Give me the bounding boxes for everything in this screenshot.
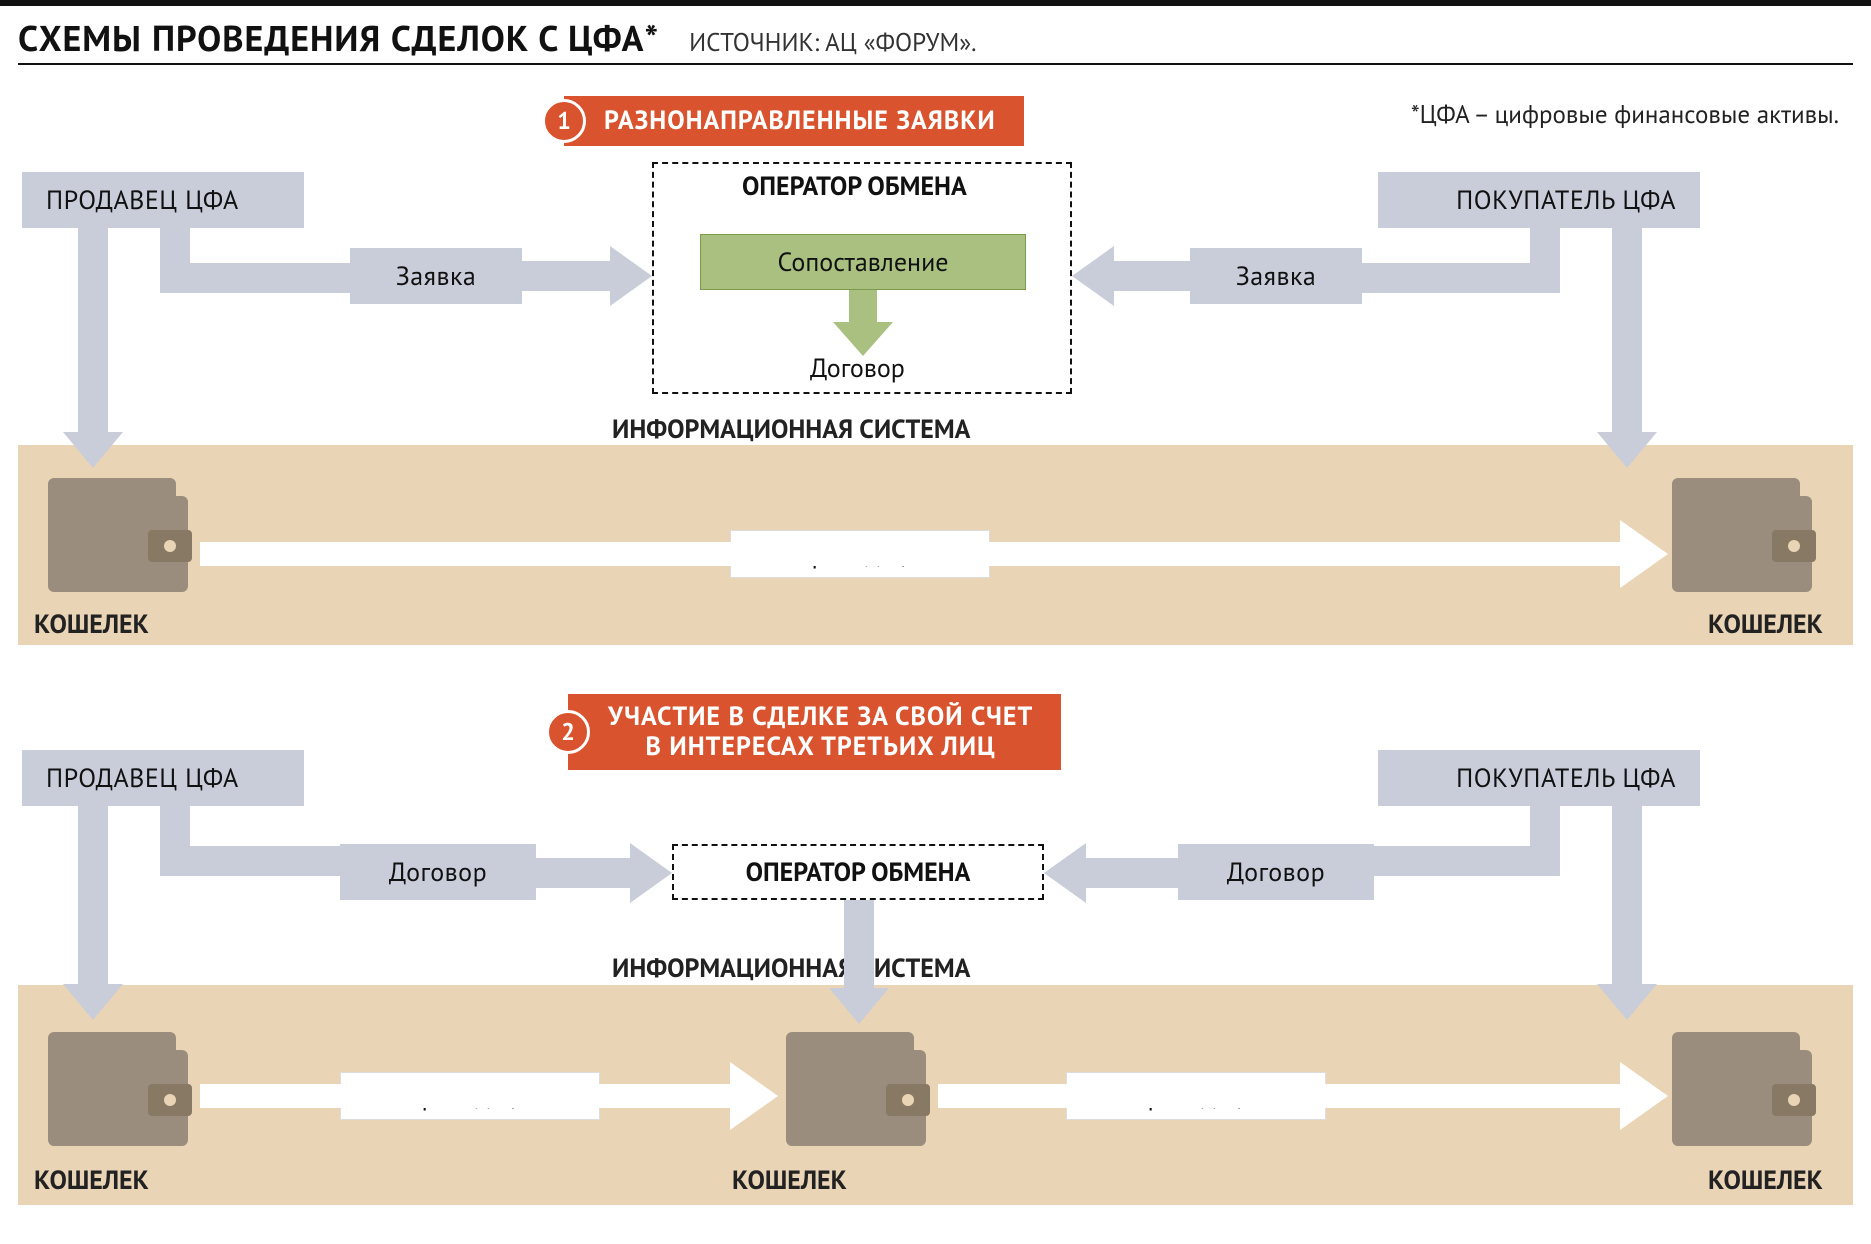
scheme2-seller: ПРОДАВЕЦ ЦФА [22, 750, 304, 806]
scheme2-title: УЧАСТИЕ В СДЕЛКЕ ЗА СВОЙ СЧЕТ В ИНТЕРЕСА… [568, 694, 1061, 770]
scheme2-header: 2 УЧАСТИЕ В СДЕЛКЕ ЗА СВОЙ СЧЕТ В ИНТЕРЕ… [546, 694, 1061, 770]
scheme2-buyer: ПОКУПАТЕЛЬ ЦФА [1378, 750, 1700, 806]
scheme2-contract-right: Договор [1178, 844, 1374, 900]
scheme1-contract: Договор [810, 352, 905, 385]
scheme2-walletlabel-right: КОШЕЛЕК [1708, 1164, 1823, 1197]
scheme2-infosystem-band [18, 985, 1853, 1205]
diagram-stage: СХЕМЫ ПРОВЕДЕНИЯ СДЕЛОК С ЦФА* ИСТОЧНИК:… [0, 0, 1871, 1244]
scheme1-walletlabel-right: КОШЕЛЕК [1708, 608, 1823, 641]
scheme2-title-line2: В ИНТЕРЕСАХ ТРЕТЬИХ ЛИЦ [608, 732, 1033, 762]
scheme1-matching: Сопоставление [700, 234, 1026, 290]
scheme2-contract-left: Договор [340, 844, 536, 900]
scheme1-operator-label: ОПЕРАТОР ОБМЕНА [742, 170, 967, 203]
scheme2-band-title: ИНФОРМАЦИОННАЯ СИСТЕМА [612, 952, 970, 985]
scheme1-number: 1 [542, 99, 586, 143]
title-underline [18, 63, 1853, 65]
scheme2-transfer-right: Перевод ЦФА [1066, 1072, 1326, 1120]
scheme1-request-left: Заявка [350, 248, 522, 304]
scheme2-title-line1: УЧАСТИЕ В СДЕЛКЕ ЗА СВОЙ СЧЕТ [608, 702, 1033, 732]
scheme1-band-title: ИНФОРМАЦИОННАЯ СИСТЕМА [612, 413, 970, 446]
scheme2-transfer-left: Перевод ЦФА [340, 1072, 600, 1120]
scheme1-transfer: Перевод ЦФА [730, 530, 990, 578]
scheme2-number: 2 [546, 710, 590, 754]
scheme2-operator: ОПЕРАТОР ОБМЕНА [672, 844, 1044, 900]
scheme1-walletlabel-left: КОШЕЛЕК [34, 608, 149, 641]
scheme1-request-right: Заявка [1190, 248, 1362, 304]
page-title: СХЕМЫ ПРОВЕДЕНИЯ СДЕЛОК С ЦФА* [18, 14, 659, 61]
scheme1-buyer: ПОКУПАТЕЛЬ ЦФА [1378, 172, 1700, 228]
scheme1-header: 1 РАЗНОНАПРАВЛЕННЫЕ ЗАЯВКИ [542, 96, 1024, 146]
frame-top-rule [0, 0, 1871, 6]
scheme2-walletlabel-mid: КОШЕЛЕК [732, 1164, 847, 1197]
scheme2-walletlabel-left: КОШЕЛЕК [34, 1164, 149, 1197]
source-text: ИСТОЧНИК: АЦ «ФОРУМ». [689, 26, 976, 58]
title-row: СХЕМЫ ПРОВЕДЕНИЯ СДЕЛОК С ЦФА* ИСТОЧНИК:… [18, 14, 977, 61]
scheme1-seller: ПРОДАВЕЦ ЦФА [22, 172, 304, 228]
footnote: *ЦФА – цифровые финансовые активы. [1411, 98, 1839, 130]
scheme1-title: РАЗНОНАПРАВЛЕННЫЕ ЗАЯВКИ [564, 96, 1024, 146]
